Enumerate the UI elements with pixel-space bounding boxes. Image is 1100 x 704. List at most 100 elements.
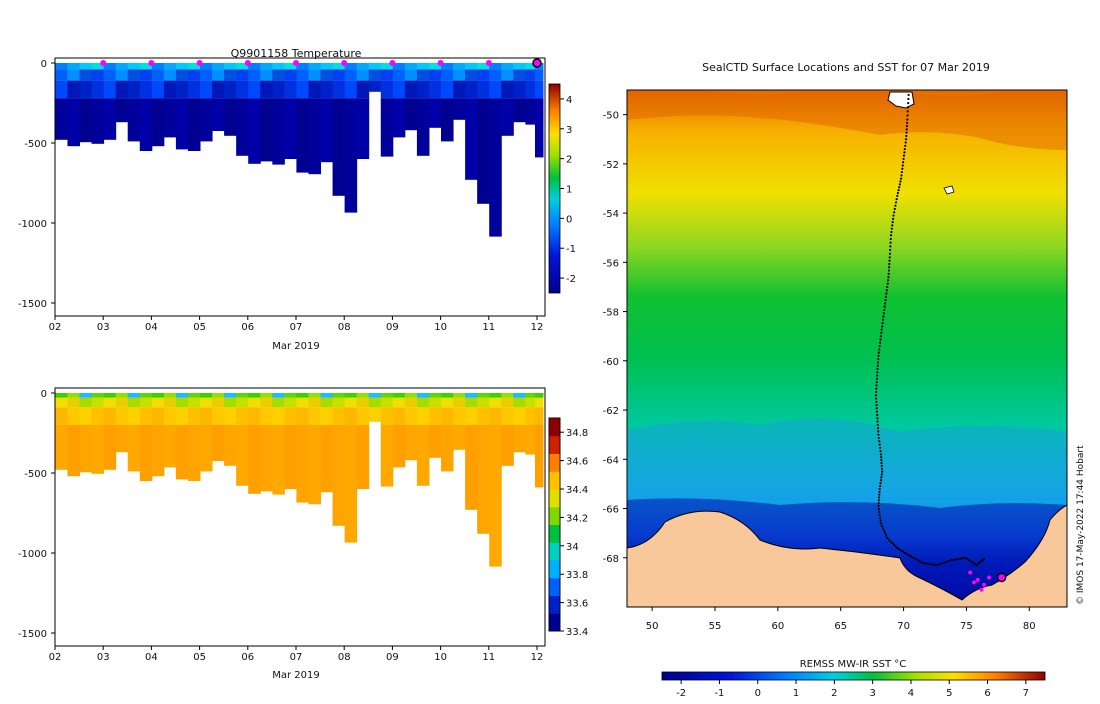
section-cell	[296, 397, 309, 408]
section-cell	[535, 98, 544, 158]
section-cell	[236, 69, 249, 81]
track-point	[877, 436, 880, 440]
track-point	[880, 476, 883, 479]
salinity-colorbar-segment	[549, 577, 560, 596]
cool-patch	[627, 418, 1067, 500]
track-point	[879, 449, 882, 453]
section-cell	[127, 80, 141, 99]
section-cell	[272, 407, 285, 425]
section-cell	[224, 393, 237, 398]
section-cell	[489, 397, 502, 408]
section-cell	[380, 98, 394, 157]
section-cell	[489, 98, 502, 237]
section-cell	[127, 69, 141, 81]
track-point	[876, 367, 879, 371]
track-point	[883, 308, 886, 312]
track-point	[875, 407, 878, 410]
section-cell	[236, 80, 249, 99]
section-cell	[332, 63, 346, 70]
section-cell	[501, 407, 514, 425]
profile-marker	[485, 60, 492, 66]
temperature-section-plot: Q9901158 Temperature 02 03 04 05 06 07 08 09 10 1…	[18, 47, 576, 352]
section-cell	[236, 98, 249, 156]
track-point	[888, 266, 891, 269]
track-point	[880, 461, 883, 465]
track-point	[906, 106, 910, 109]
section-cell	[163, 397, 177, 408]
section-cell	[525, 80, 536, 99]
section-cell	[79, 80, 93, 99]
section-cell	[67, 407, 81, 425]
track-point	[878, 348, 881, 351]
track-point	[964, 556, 967, 559]
track-point	[879, 484, 882, 488]
salinity-x-axis-label: Mar 2019	[272, 670, 320, 681]
section-cell	[392, 63, 406, 70]
profile-marker	[100, 60, 107, 66]
section-cell	[344, 63, 358, 70]
section-cell	[272, 397, 285, 408]
section-cell	[212, 63, 225, 70]
map-y-tick-label: -60	[603, 357, 619, 368]
section-cell	[200, 98, 213, 142]
salinity-x-tick-label: 10	[434, 652, 447, 663]
section-cell	[368, 80, 382, 92]
salinity-x-tick-label: 08	[338, 652, 351, 663]
track-point	[969, 560, 972, 563]
section-cell	[416, 63, 430, 70]
salinity-colorbar-segment	[549, 471, 560, 490]
temperature-x-tick-label: 12	[531, 322, 544, 333]
track-point	[903, 551, 906, 554]
salinity-x-tick-label: 12	[531, 652, 544, 663]
section-cell	[127, 397, 141, 408]
section-cell	[151, 63, 165, 70]
track-point	[896, 191, 900, 195]
recent-profile-point	[971, 580, 976, 585]
section-cell	[344, 98, 358, 213]
profile-marker	[389, 60, 396, 66]
track-point	[879, 522, 883, 525]
track-point	[875, 400, 878, 403]
section-cell	[320, 98, 334, 163]
colorbar-tick-label: 4	[566, 95, 572, 106]
salinity-colorbar-segment	[549, 453, 560, 472]
section-cell	[453, 425, 466, 450]
section-cell	[513, 63, 526, 70]
temperature-colorbar	[548, 83, 561, 294]
section-cell	[356, 69, 370, 81]
temperature-y-tick-label: 0	[41, 59, 47, 70]
track-point	[885, 292, 888, 295]
colorbar-tick-label: 1	[566, 185, 572, 196]
temperature-x-tick-label: 08	[338, 322, 351, 333]
section-cell	[55, 397, 68, 408]
track-point	[878, 487, 881, 490]
track-point	[928, 562, 931, 566]
section-cell	[320, 425, 334, 493]
section-cell	[308, 393, 322, 398]
track-point	[875, 387, 878, 390]
track-point	[878, 344, 881, 348]
track-point	[876, 374, 879, 377]
section-cell	[200, 63, 213, 70]
section-cell	[260, 98, 273, 162]
section-cell	[513, 98, 526, 123]
section-cell	[272, 69, 285, 81]
section-cell	[380, 80, 394, 99]
section-cell	[200, 425, 213, 472]
section-cell	[127, 425, 141, 472]
temperature-x-tick-label: 07	[290, 322, 303, 333]
section-cell	[103, 80, 117, 99]
section-cell	[103, 63, 117, 70]
track-point	[894, 201, 898, 204]
section-cell	[332, 80, 346, 99]
section-cell	[79, 397, 93, 408]
section-cell	[115, 397, 129, 408]
section-cell	[501, 393, 514, 398]
track-point	[945, 560, 948, 563]
track-point	[902, 154, 906, 157]
salinity-colorbar-segment	[549, 560, 560, 579]
salinity-x-tick-label: 11	[482, 652, 495, 663]
section-cell	[284, 63, 297, 70]
section-cell	[224, 69, 237, 81]
